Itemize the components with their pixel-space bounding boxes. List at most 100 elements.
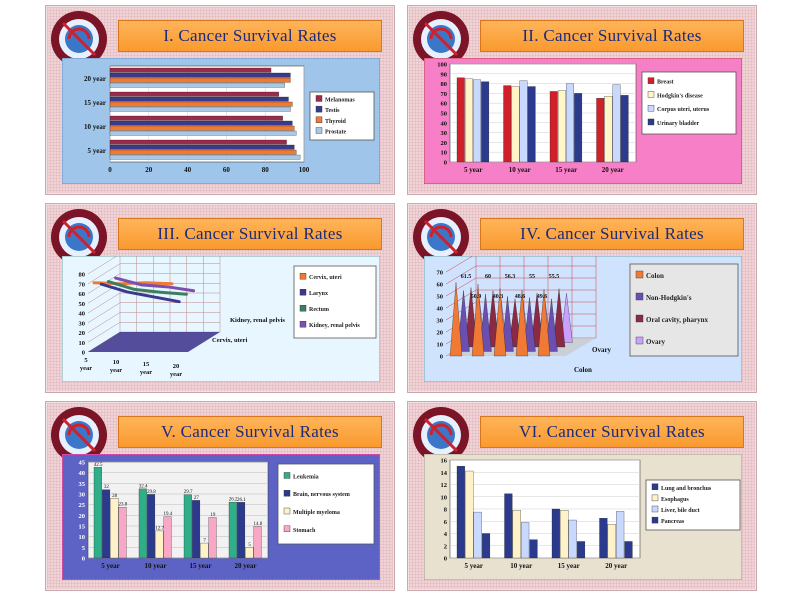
panel-5: V. Cancer Survival Rates 0 5 10 15 20 25 30 35 4… xyxy=(45,401,395,591)
legend-swatch xyxy=(647,77,655,84)
legend-label: Leukemia xyxy=(293,474,319,480)
legend-label: Brain, nervous system xyxy=(293,492,350,498)
legend-label: Esophagus xyxy=(661,497,689,503)
bar xyxy=(109,82,285,88)
y-tick-label: 30 xyxy=(437,318,444,325)
y-tick-label: 8 xyxy=(444,507,448,514)
bar xyxy=(110,498,119,559)
legend-swatch xyxy=(651,483,659,490)
legend-swatch xyxy=(315,127,323,134)
x-tick-label: 20 year xyxy=(235,562,257,570)
legend-label: Thyroid xyxy=(325,119,347,125)
legend-swatch xyxy=(299,305,307,312)
grid-line xyxy=(87,322,121,343)
legend-swatch xyxy=(651,494,659,502)
x-tick-label: 15 year xyxy=(555,166,577,174)
x-tick-label: year xyxy=(110,367,122,374)
chart-title: VI. Cancer Survival Rates xyxy=(480,416,744,448)
bar xyxy=(109,72,291,78)
data-label: 56.3 xyxy=(505,274,516,280)
y-tick-label: 50 xyxy=(79,301,86,308)
y-tick-label: 0 xyxy=(444,556,447,563)
x-tick-label: 15 year xyxy=(558,562,580,570)
data-label: 19 xyxy=(210,513,216,518)
y-tick-label: 4 xyxy=(444,531,448,538)
legend-box xyxy=(277,463,375,545)
y-tick-label: 0 xyxy=(82,556,85,563)
bar xyxy=(109,96,289,102)
bar xyxy=(612,84,621,163)
legend-swatch xyxy=(299,273,307,280)
bar xyxy=(607,524,616,559)
y-tick-label: 20 xyxy=(437,330,444,337)
y-tick-label: 0 xyxy=(82,350,85,357)
x-tick-label: 100 xyxy=(299,166,310,174)
y-tick-label: 14 xyxy=(441,470,448,477)
panel-1: I. Cancer Survival Rates 0 20 40 60 80 100 20 … xyxy=(45,5,395,195)
cone-bar xyxy=(471,283,485,357)
legend-swatch xyxy=(647,91,655,98)
bar xyxy=(456,465,465,559)
cone-bar xyxy=(537,289,551,357)
bar xyxy=(604,96,613,163)
bar xyxy=(192,500,201,559)
data-label: 14.8 xyxy=(254,522,263,527)
y-tick-label: 40 xyxy=(441,120,448,127)
y-tick-label: 90 xyxy=(441,71,448,78)
legend-label: Pancreas xyxy=(661,519,685,525)
y-tick-label: 80 xyxy=(79,272,86,279)
grid-line xyxy=(87,292,121,314)
chart-svg: 0 10 20 30 40 50 60 70 80 90 100 5 year 10 year 15 ye… xyxy=(424,58,742,184)
y-tick-label: 15 year xyxy=(84,99,106,107)
data-label: 32 xyxy=(104,485,110,490)
legend-swatch xyxy=(635,314,644,323)
x-tick-label: 15 year xyxy=(190,562,212,570)
chart-area: 0 2 4 6 8 10 12 14 16 5 year 10 year 15 year 20 year… xyxy=(424,454,742,580)
legend-swatch xyxy=(651,505,659,513)
y-tick-label: 16 xyxy=(441,458,448,465)
grid-line xyxy=(87,256,118,275)
chart-area: 0 10 20 30 40 50 60 70 80 5 year 10 year 15 year 20 year… xyxy=(62,256,380,382)
bar xyxy=(109,77,291,83)
bar xyxy=(109,144,295,150)
data-label: 50.9 xyxy=(471,294,482,300)
data-label: 49.6 xyxy=(537,294,548,300)
y-tick-label: 40 xyxy=(437,306,444,313)
y-tick-label: 10 xyxy=(441,494,448,501)
grid-line xyxy=(87,283,121,304)
x-tick-label: 10 year xyxy=(510,562,532,570)
y-tick-label: 10 xyxy=(437,342,444,349)
y-tick-label: 20 xyxy=(441,140,448,147)
grid-line xyxy=(445,277,477,297)
bar xyxy=(109,154,301,160)
legend-swatch xyxy=(315,105,323,113)
chart-title: II. Cancer Survival Rates xyxy=(480,20,744,52)
legend-label: Non-Hodgkin's xyxy=(646,294,692,302)
legend-label: Melanomas xyxy=(325,97,355,103)
legend-swatch xyxy=(283,472,291,479)
y-tick-label: 10 xyxy=(79,534,86,541)
y-tick-label: 10 xyxy=(441,150,448,157)
chart-title: I. Cancer Survival Rates xyxy=(118,20,382,52)
x-tick-label: 20 xyxy=(145,166,153,174)
bar xyxy=(245,547,254,559)
awareness-logo-icon xyxy=(51,209,107,265)
bar xyxy=(163,516,172,559)
bar xyxy=(109,130,297,136)
bar xyxy=(200,542,209,559)
y-tick-label: 15 xyxy=(79,524,86,531)
legend-swatch xyxy=(635,292,644,301)
awareness-logo-icon xyxy=(51,11,107,67)
legend-box xyxy=(641,71,737,135)
bar xyxy=(473,511,482,559)
data-label: 29.8 xyxy=(147,490,156,495)
y-tick-label: 45 xyxy=(79,460,86,467)
grid-line xyxy=(445,256,474,273)
y-tick-label: 50 xyxy=(437,294,444,301)
bar xyxy=(620,95,629,163)
x-tick-label: 20 xyxy=(173,363,180,370)
grid-line xyxy=(87,312,121,333)
legend-label: Rectum xyxy=(309,307,329,313)
bar xyxy=(511,86,520,163)
y-tick-label: 20 xyxy=(79,330,86,337)
